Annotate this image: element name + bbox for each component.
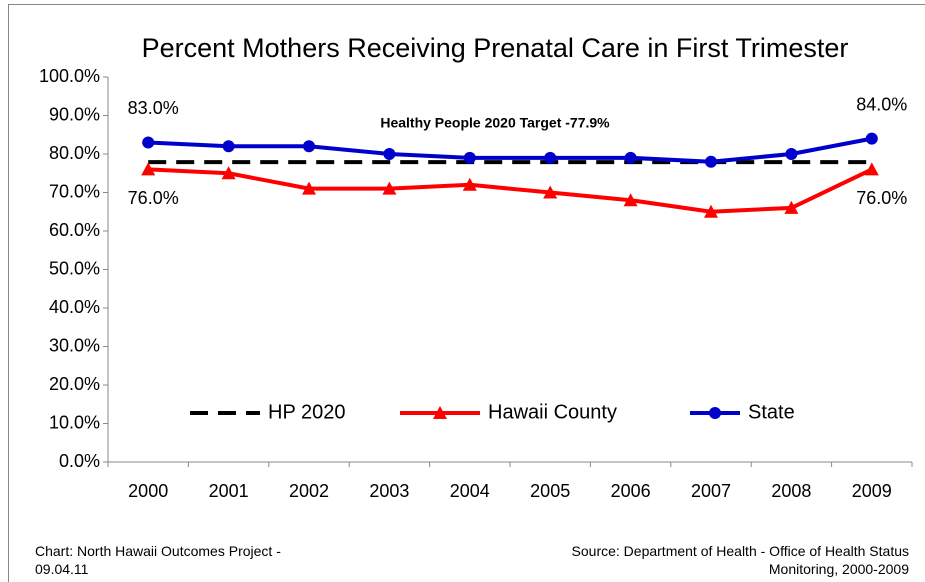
x-tick-label: 2003 <box>369 481 409 501</box>
data-point <box>623 193 638 207</box>
x-tick-label: 2005 <box>530 481 570 501</box>
data-point <box>543 185 558 199</box>
series-line <box>148 136 873 164</box>
y-tick-label: 20.0% <box>49 374 100 394</box>
data-point <box>864 162 879 176</box>
data-label: 76.0% <box>856 188 907 208</box>
data-point <box>705 155 717 168</box>
data-point <box>142 136 155 149</box>
y-tick-label: 70.0% <box>49 181 100 201</box>
data-point <box>784 200 799 214</box>
x-tick-label: 2000 <box>128 481 168 501</box>
data-point <box>463 151 476 164</box>
data-point <box>462 177 477 191</box>
data-point <box>382 181 397 195</box>
annotation: Healthy People 2020 Target -77.9% <box>380 115 610 131</box>
data-label: 83.0% <box>128 98 179 118</box>
x-tick-label: 2008 <box>771 481 811 501</box>
footer-left: Chart: North Hawaii Outcomes Project - 0… <box>35 543 281 577</box>
x-tick-label: 2007 <box>691 481 731 501</box>
legend-label: State <box>748 401 795 423</box>
x-tick-label: 2002 <box>289 481 329 501</box>
data-point <box>222 140 235 153</box>
y-tick-label: 90.0% <box>49 104 100 124</box>
y-tick-label: 100.0% <box>39 66 100 86</box>
data-point <box>303 140 315 153</box>
legend-marker <box>433 406 447 419</box>
data-point <box>141 162 156 176</box>
legend-marker <box>709 407 721 419</box>
y-tick-label: 0.0% <box>59 451 100 471</box>
y-tick-label: 10.0% <box>49 412 100 432</box>
data-point <box>302 181 316 195</box>
y-tick-label: 40.0% <box>49 297 100 317</box>
legend-label: HP 2020 <box>268 401 345 423</box>
x-tick-label: 2001 <box>209 481 249 501</box>
legend-label: Hawaii County <box>488 401 617 423</box>
data-point <box>624 151 637 164</box>
y-tick-label: 60.0% <box>49 220 100 240</box>
y-tick-label: 80.0% <box>49 143 100 163</box>
data-point <box>221 166 236 180</box>
data-point <box>785 148 798 160</box>
footer-right: Source: Department of Health - Office of… <box>571 543 909 577</box>
data-point <box>383 148 396 160</box>
data-point <box>544 151 557 164</box>
x-tick-label: 2006 <box>611 481 651 501</box>
series-line <box>148 167 873 214</box>
x-tick-label: 2004 <box>450 481 490 501</box>
data-point <box>704 204 718 218</box>
data-point <box>865 132 878 145</box>
data-label: 76.0% <box>128 188 179 208</box>
data-label: 84.0% <box>856 94 907 114</box>
y-tick-label: 30.0% <box>49 335 100 355</box>
y-tick-label: 50.0% <box>49 258 100 278</box>
chart-title: Percent Mothers Receiving Prenatal Care … <box>142 33 849 63</box>
x-tick-label: 2009 <box>852 481 892 501</box>
chart-border <box>8 4 925 582</box>
